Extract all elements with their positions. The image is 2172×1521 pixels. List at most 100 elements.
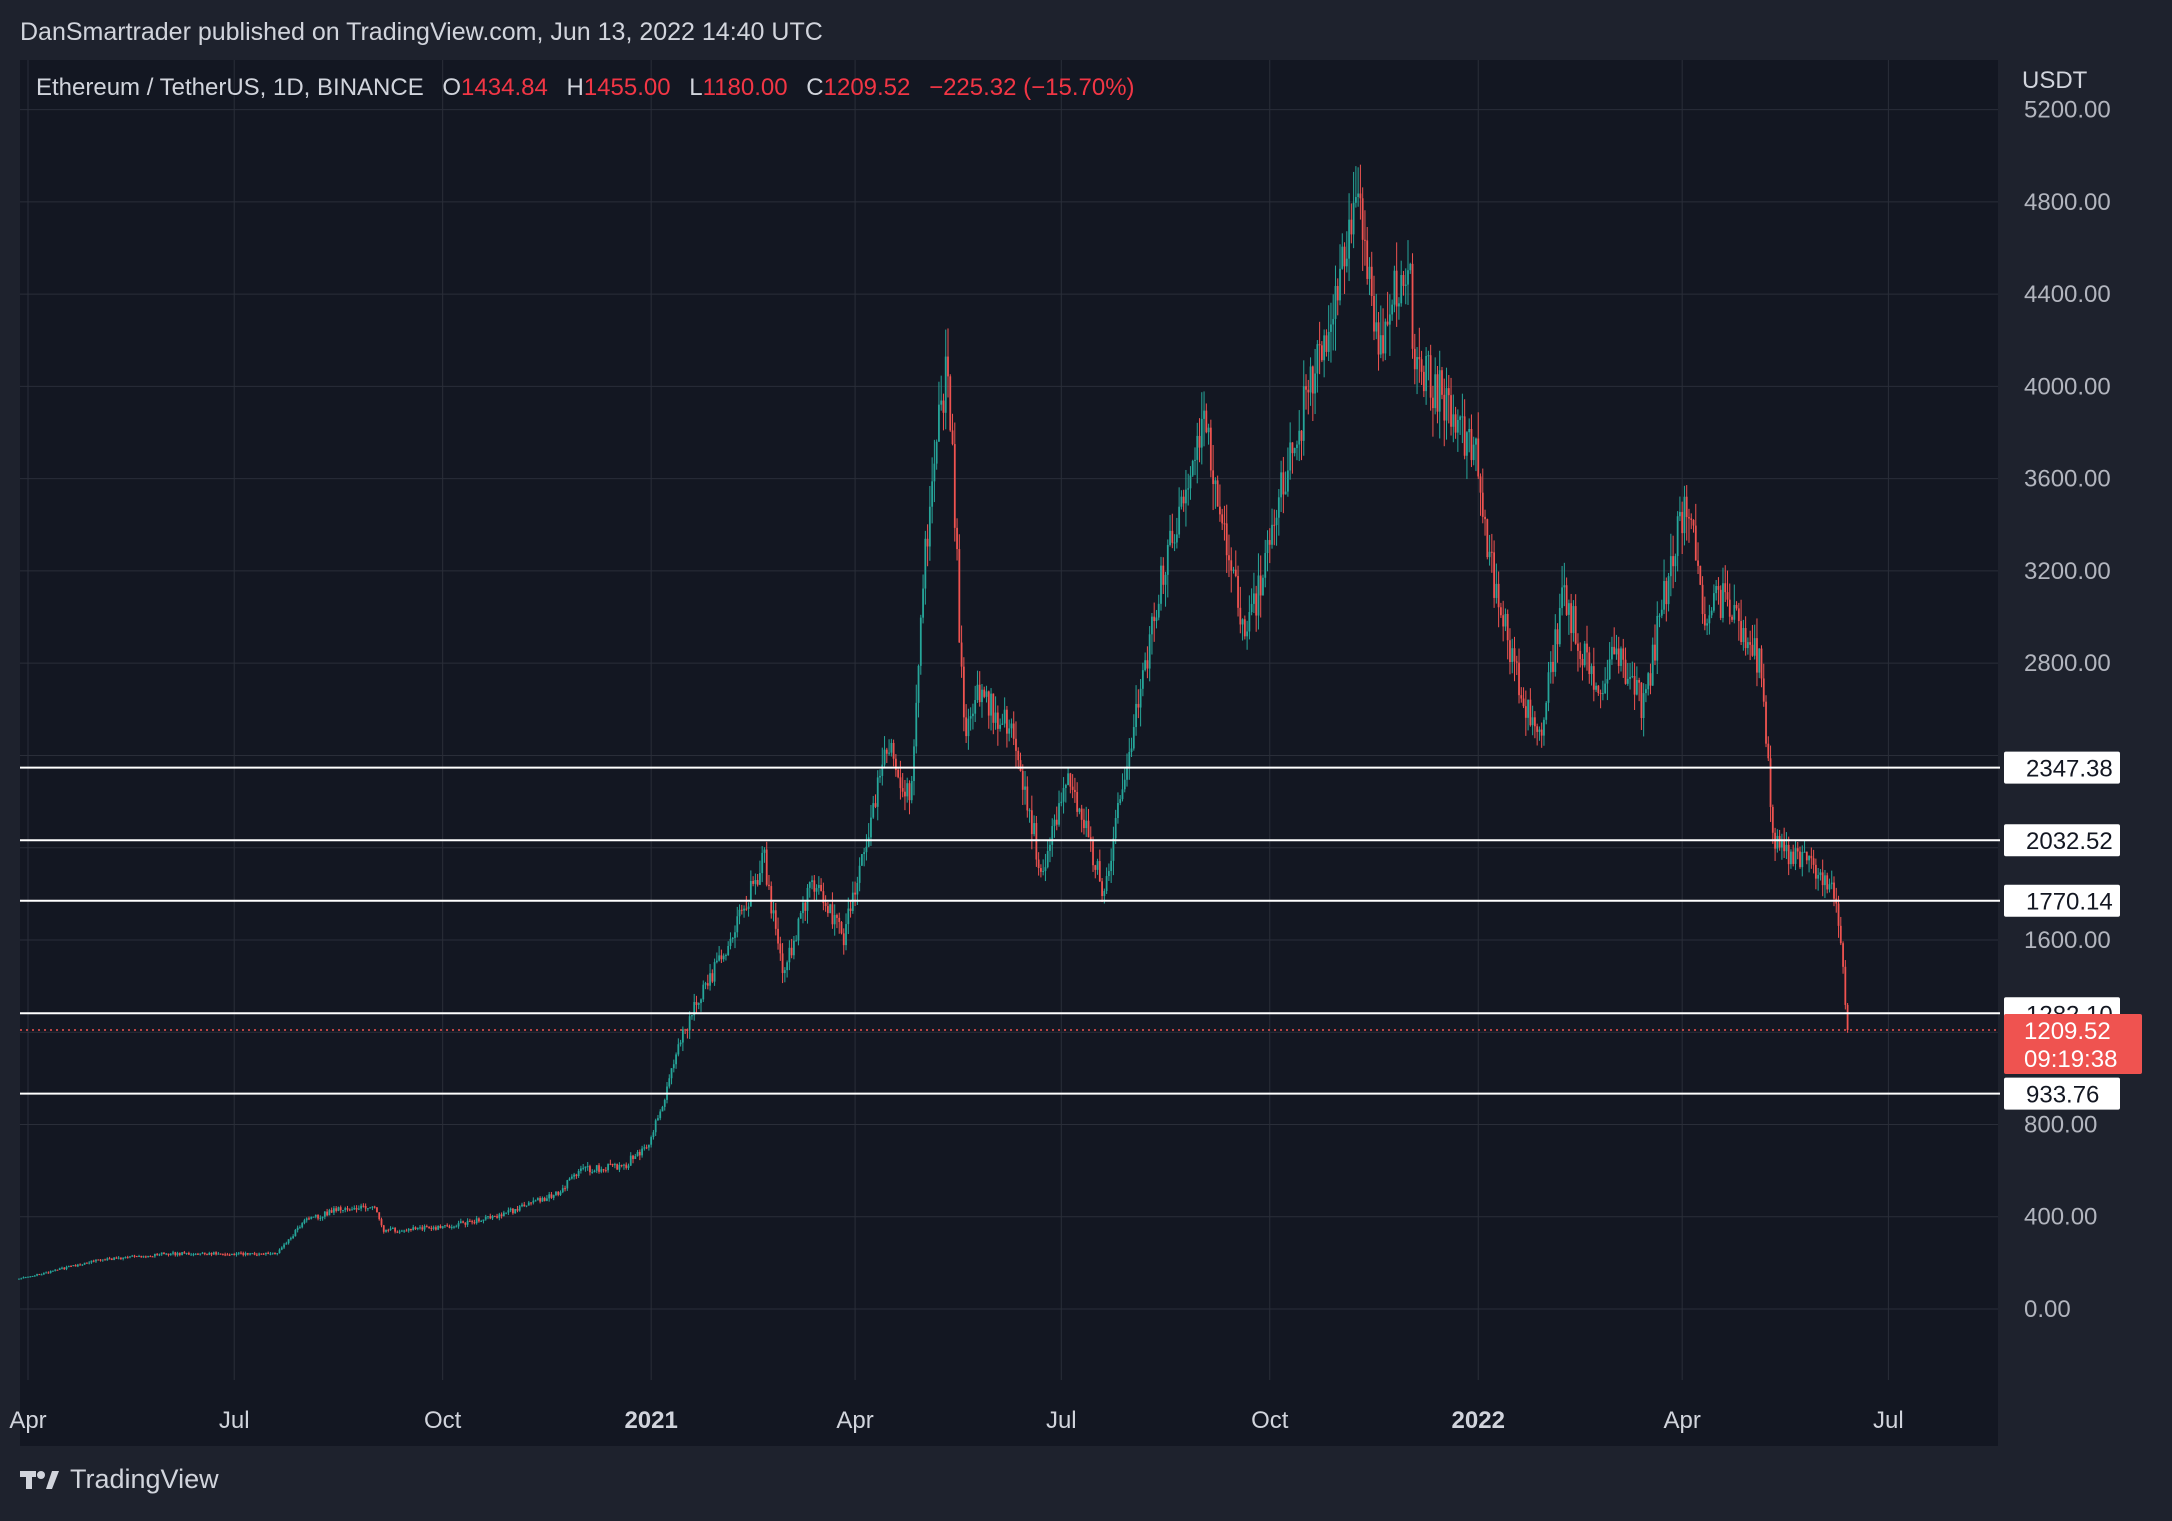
candle-body xyxy=(215,1252,217,1255)
horizontal-levels[interactable]: 2347.382032.521770.141282.10933.761209.5… xyxy=(20,751,2142,1110)
candle-body xyxy=(1416,357,1418,370)
candle-body xyxy=(457,1223,460,1227)
candle-body xyxy=(450,1226,453,1228)
candle-body xyxy=(1801,852,1804,868)
candle-body xyxy=(935,441,938,464)
candle-body xyxy=(285,1243,288,1245)
candle-body xyxy=(1438,370,1441,412)
candle-body xyxy=(1456,419,1459,433)
candle-body xyxy=(484,1216,487,1220)
candle-body xyxy=(1271,524,1273,545)
candle-body xyxy=(1520,695,1523,699)
candle-body xyxy=(693,1002,696,1016)
bar-countdown: 09:19:38 xyxy=(2024,1046,2117,1073)
y-tick-label: 4400.00 xyxy=(2024,281,2111,308)
candles xyxy=(18,164,1849,1280)
candle-body xyxy=(1173,542,1176,544)
candle-body xyxy=(425,1226,428,1228)
candle-body xyxy=(505,1212,508,1214)
y-tick-label: 4000.00 xyxy=(2024,373,2111,400)
candle-body xyxy=(396,1231,399,1233)
candle-body xyxy=(36,1274,38,1276)
candle-body xyxy=(1105,876,1108,891)
candle-body xyxy=(883,749,886,765)
candle-body xyxy=(1502,615,1505,627)
candle-body xyxy=(668,1078,671,1087)
candle-body xyxy=(879,775,881,778)
candle-body xyxy=(1420,359,1423,372)
candle-body xyxy=(1824,875,1826,886)
candle-body xyxy=(747,906,750,909)
candle-body xyxy=(625,1164,628,1168)
candle-body xyxy=(287,1239,290,1244)
candle-body xyxy=(815,888,818,892)
candle-body xyxy=(1572,606,1575,634)
candle-body xyxy=(1073,789,1076,793)
candle-body xyxy=(731,937,734,939)
candle-body xyxy=(1370,266,1373,296)
candle-body xyxy=(591,1172,594,1174)
candle-body xyxy=(47,1272,50,1274)
candle-body xyxy=(1318,344,1321,346)
candle-body xyxy=(1787,844,1790,865)
candle-body xyxy=(759,873,761,885)
candle-body xyxy=(994,712,997,723)
candle-body xyxy=(1706,623,1709,626)
candle-body xyxy=(1613,646,1616,655)
candle-body xyxy=(42,1273,45,1275)
candle-body xyxy=(1015,738,1017,751)
candle-body xyxy=(582,1167,585,1169)
candle-body xyxy=(1436,374,1439,412)
candle-body xyxy=(1026,786,1029,811)
candle-body xyxy=(1185,489,1187,504)
candle-body xyxy=(178,1252,181,1255)
x-tick-label: Jul xyxy=(1046,1407,1077,1434)
candle-body xyxy=(1087,820,1090,838)
candle-body xyxy=(323,1211,326,1217)
candle-body xyxy=(1024,786,1026,790)
candle-body xyxy=(1826,875,1829,890)
candle-body xyxy=(1067,773,1069,785)
candle-body xyxy=(1230,560,1233,571)
candle-body xyxy=(1003,709,1006,724)
candle-body xyxy=(763,849,766,853)
candle-body xyxy=(54,1269,57,1271)
candle-body xyxy=(1631,676,1634,678)
candle-body xyxy=(1051,826,1054,845)
candle-body xyxy=(31,1275,34,1277)
candle-body xyxy=(1377,322,1380,355)
candle-body xyxy=(1030,810,1033,835)
tradingview-branding[interactable]: TradingView xyxy=(20,1464,219,1495)
candle-body xyxy=(124,1257,127,1259)
publisher-line: DanSmartrader published on TradingView.c… xyxy=(20,18,823,46)
candle-body xyxy=(1475,438,1477,445)
candle-body xyxy=(593,1170,596,1173)
candle-body xyxy=(842,933,845,946)
candle-body xyxy=(797,918,800,941)
candle-body xyxy=(965,717,968,737)
candle-body xyxy=(1422,371,1425,392)
candle-body xyxy=(618,1164,621,1170)
candle-body xyxy=(260,1253,263,1255)
candle-body xyxy=(1234,569,1237,577)
candle-body xyxy=(20,1278,23,1280)
candle-body xyxy=(1110,860,1113,872)
candle-body xyxy=(1354,197,1357,203)
y-tick-label: 3200.00 xyxy=(2024,558,2111,585)
candle-body xyxy=(1547,672,1550,703)
candle-body xyxy=(421,1227,424,1230)
candle-body xyxy=(1601,693,1604,695)
candle-body xyxy=(1785,844,1788,852)
x-tick-label: Apr xyxy=(836,1407,873,1434)
candle-body xyxy=(1205,410,1208,433)
candle-body xyxy=(1055,819,1058,825)
candle-body xyxy=(1468,428,1471,433)
candle-body xyxy=(548,1194,551,1199)
candle-body xyxy=(249,1253,251,1255)
candle-body xyxy=(301,1223,304,1228)
candle-body xyxy=(983,689,986,697)
candle-body xyxy=(1719,589,1722,618)
candle-body xyxy=(523,1204,526,1207)
candle-body xyxy=(1219,506,1221,515)
